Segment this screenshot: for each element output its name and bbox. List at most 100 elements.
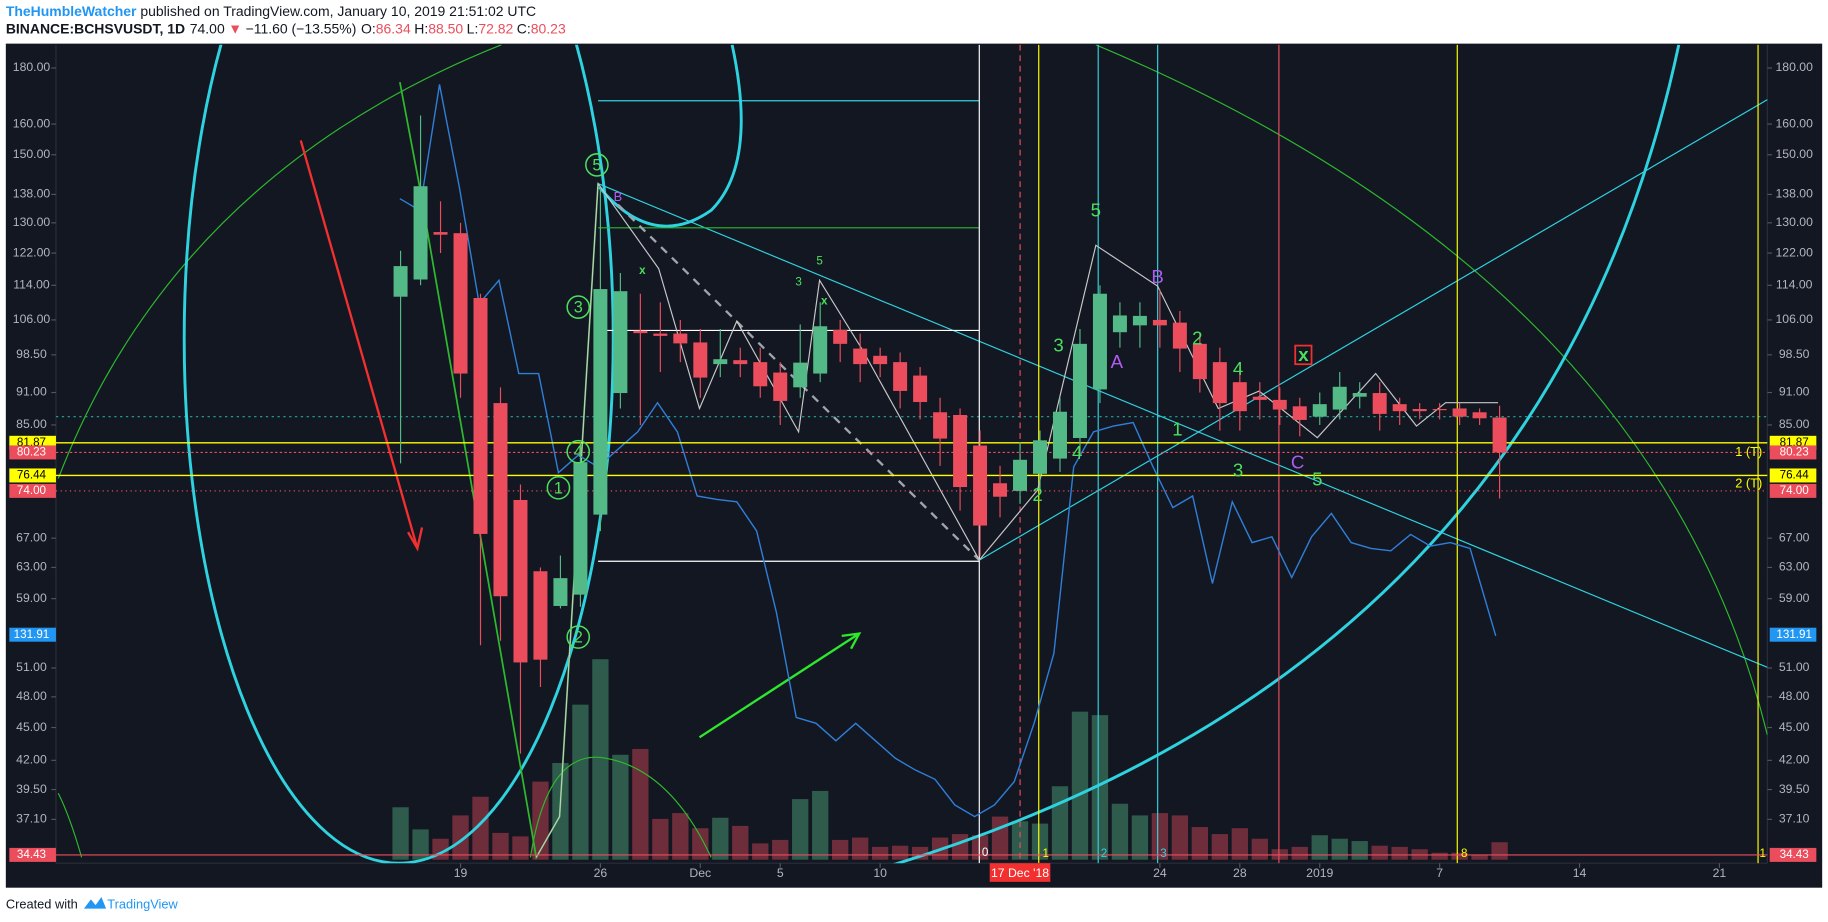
footer-brand[interactable]: TradingView — [107, 897, 178, 912]
price-label-bg — [9, 847, 56, 862]
candle-body — [953, 414, 968, 488]
annotation: 3 — [1160, 847, 1166, 860]
price-label: 74.00 — [1780, 484, 1810, 497]
annotation: A — [1111, 351, 1124, 372]
price-label-bg — [9, 468, 56, 483]
x-tick-label: 21 — [1713, 866, 1727, 880]
y-tick-label: 130.00 — [13, 215, 51, 229]
annotation: C — [1291, 451, 1304, 472]
y-tick-label: 48.00 — [1779, 689, 1810, 703]
y-tick-label: 106.00 — [1775, 312, 1813, 326]
candle-body — [853, 348, 868, 365]
wave-circle — [546, 475, 571, 500]
y-tick-label: 122.00 — [13, 245, 51, 259]
volume-bar — [951, 834, 969, 860]
y-tick-label: 63.00 — [16, 560, 47, 574]
volume-bar — [1211, 834, 1229, 860]
y-tick-label: 98.50 — [1779, 347, 1810, 361]
candle-body — [1092, 293, 1107, 390]
annotation: B — [1151, 266, 1163, 287]
indicator-label-bg — [1769, 627, 1817, 642]
candle-body — [1212, 362, 1227, 404]
y-tick-label: 150.00 — [1775, 147, 1813, 161]
candle-body — [1292, 406, 1307, 420]
x-tick-label: 10 — [873, 866, 887, 880]
y-tick-label: 67.00 — [1779, 530, 1810, 544]
y-tick-label: 59.00 — [16, 591, 47, 605]
indicator-label: 131.91 — [14, 628, 50, 641]
y-tick-label: 85.00 — [1779, 417, 1810, 431]
axes: 180.00 180.00 160.00 160.00 150.00 150.00 138.… — [9, 60, 1817, 882]
annotation: 4 — [574, 443, 583, 461]
y-tick-label: 51.00 — [1779, 660, 1810, 674]
volume-bar — [1371, 845, 1388, 860]
candle-body — [1132, 315, 1147, 326]
candle-body — [1033, 440, 1047, 474]
y-tick-label: 160.00 — [1775, 116, 1813, 130]
y-tick-label: 39.50 — [1779, 782, 1810, 796]
volume-bar — [632, 748, 649, 860]
header-line: TheHumbleWatcher published on TradingVie… — [6, 3, 536, 19]
volume-bar — [971, 835, 989, 860]
volume-bar — [712, 817, 729, 860]
y-tick-label: 114.00 — [1776, 278, 1813, 292]
y-tick-label: 67.00 — [16, 530, 47, 544]
volume-bar — [452, 815, 469, 860]
volume-bar — [891, 845, 909, 860]
arrow: ▼ — [228, 20, 242, 36]
price-label-bg — [1769, 445, 1817, 460]
candle-body — [1312, 404, 1327, 417]
x-tick-label: 17 Dec '18 — [991, 866, 1049, 880]
volume-bar — [772, 839, 789, 860]
candle-body — [1492, 417, 1507, 453]
candle-body — [793, 362, 808, 388]
volume-bar — [412, 829, 429, 860]
annotation: 5 — [1091, 199, 1101, 220]
volume-bar — [832, 839, 849, 860]
price-label: 76.44 — [1780, 469, 1810, 482]
candle-body — [933, 412, 948, 439]
candle-body — [653, 333, 668, 336]
annotation: 3 — [795, 276, 801, 289]
candle-body — [1112, 315, 1127, 333]
y-tick-label: 122.00 — [1775, 245, 1813, 259]
y-tick-label: 130.00 — [1775, 215, 1813, 229]
x-tick-label: 24 — [1153, 866, 1167, 880]
candle-body — [1232, 382, 1247, 412]
candle-body — [753, 362, 768, 387]
volume-bar — [1311, 835, 1328, 860]
x-tick-label: 5 — [777, 866, 784, 880]
green-arc — [57, 44, 502, 479]
candle-body — [1392, 404, 1407, 412]
x-highlight — [989, 863, 1051, 882]
zigzag — [535, 181, 1499, 858]
author[interactable]: TheHumbleWatcher — [6, 3, 137, 19]
candle-body — [873, 355, 888, 365]
last-price: 74.00 — [190, 20, 225, 36]
candle-body — [633, 330, 648, 334]
y-tick-label: 51.00 — [16, 660, 47, 674]
y-tick-label: 42.00 — [16, 753, 47, 767]
x-tick-label: 19 — [454, 866, 468, 880]
y-tick-label: 138.00 — [13, 187, 51, 201]
volume-bar — [512, 836, 529, 860]
volume-bar — [1071, 711, 1089, 860]
annotation: 3 — [574, 299, 583, 317]
price-label-bg — [9, 445, 56, 460]
candle-body — [733, 360, 748, 365]
x-tick-label: 2019 — [1306, 866, 1333, 880]
volume-bar — [1471, 855, 1488, 860]
annotation: 2 — [1192, 328, 1202, 349]
wave-circle — [566, 439, 591, 464]
cyan-arc — [893, 44, 1681, 864]
y-tick-label: 91.00 — [16, 385, 47, 399]
wave-circle — [566, 295, 591, 319]
volume-bar — [572, 704, 589, 860]
volume-bar — [1131, 815, 1149, 860]
volume-bar — [812, 790, 829, 860]
candle-body — [573, 462, 588, 595]
ohlc-label: L: — [467, 20, 479, 36]
candle-body — [1152, 319, 1167, 326]
y-tick-label: 160.00 — [13, 116, 51, 130]
